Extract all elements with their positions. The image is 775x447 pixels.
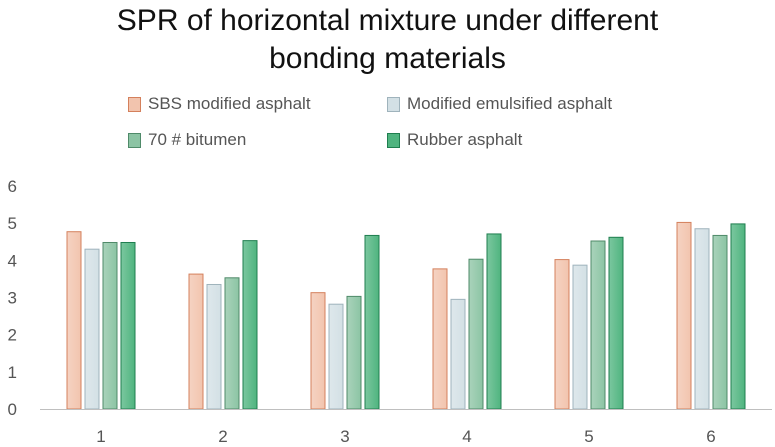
legend-swatch-emulsified: [387, 96, 400, 112]
y-axis-ticks: 0 1 2 3 4 5 6: [8, 177, 17, 419]
legend-swatch-70-bitumen: [128, 132, 141, 148]
y-tick-label: 1: [8, 363, 17, 382]
x-tick-label: 2: [218, 427, 227, 446]
bar: [468, 258, 484, 410]
bar: [310, 292, 326, 410]
bar: [120, 241, 136, 410]
legend-swatch-rubber: [387, 132, 400, 148]
bar: [102, 241, 118, 410]
bar: [206, 283, 222, 410]
bar: [224, 277, 240, 410]
bar: [730, 223, 746, 410]
bar-group-4: [432, 233, 502, 410]
bar-groups: [66, 221, 746, 410]
bar: [84, 248, 100, 410]
x-tick-label: 5: [584, 427, 593, 446]
x-tick-label: 6: [706, 427, 715, 446]
y-tick-label: 5: [8, 214, 17, 233]
bar: [328, 303, 344, 410]
bar: [188, 273, 204, 410]
bar: [554, 259, 570, 410]
bar-group-3: [310, 234, 380, 410]
bar: [590, 240, 606, 410]
y-tick-label: 0: [8, 400, 17, 419]
y-tick-label: 3: [8, 289, 17, 308]
legend-item-emulsified: Modified emulsified asphalt: [387, 94, 612, 114]
bar: [66, 231, 82, 410]
legend-label-sbs: SBS modified asphalt: [148, 94, 311, 113]
legend-item-rubber: Rubber asphalt: [387, 130, 522, 150]
bar-group-1: [66, 231, 136, 410]
legend-label-emulsified: Modified emulsified asphalt: [407, 94, 613, 113]
bar-group-6: [676, 221, 746, 410]
bar: [486, 233, 502, 410]
y-tick-label: 2: [8, 326, 17, 345]
legend-label-rubber: Rubber asphalt: [407, 130, 523, 149]
bar: [572, 264, 588, 410]
bar: [432, 268, 448, 410]
chart-title-line-1: SPR of horizontal mixture under differen…: [116, 4, 659, 37]
chart-legend: SBS modified asphalt Modified emulsified…: [128, 94, 728, 164]
x-tick-label: 1: [96, 427, 105, 446]
legend-swatch-sbs: [128, 96, 141, 112]
bar: [346, 295, 362, 410]
y-tick-label: 6: [8, 177, 17, 196]
bar-group-5: [554, 236, 624, 410]
legend-item-70-bitumen: 70 # bitumen: [128, 130, 246, 150]
y-tick-label: 4: [8, 251, 17, 270]
x-tick-label: 3: [340, 427, 349, 446]
legend-item-sbs: SBS modified asphalt: [128, 94, 311, 114]
chart-title-line-2: bonding materials: [269, 42, 506, 75]
bar-group-2: [188, 240, 258, 410]
bar: [694, 228, 710, 410]
bar: [608, 236, 624, 410]
bar: [676, 221, 692, 410]
bar: [450, 298, 466, 410]
x-axis-ticks: 1 2 3 4 5 6: [96, 427, 715, 446]
bar: [242, 240, 258, 410]
legend-label-70-bitumen: 70 # bitumen: [148, 130, 247, 149]
bar: [364, 234, 380, 410]
bar: [712, 234, 728, 410]
x-tick-label: 4: [462, 427, 471, 446]
chart-title: SPR of horizontal mixture under differen…: [0, 2, 775, 78]
